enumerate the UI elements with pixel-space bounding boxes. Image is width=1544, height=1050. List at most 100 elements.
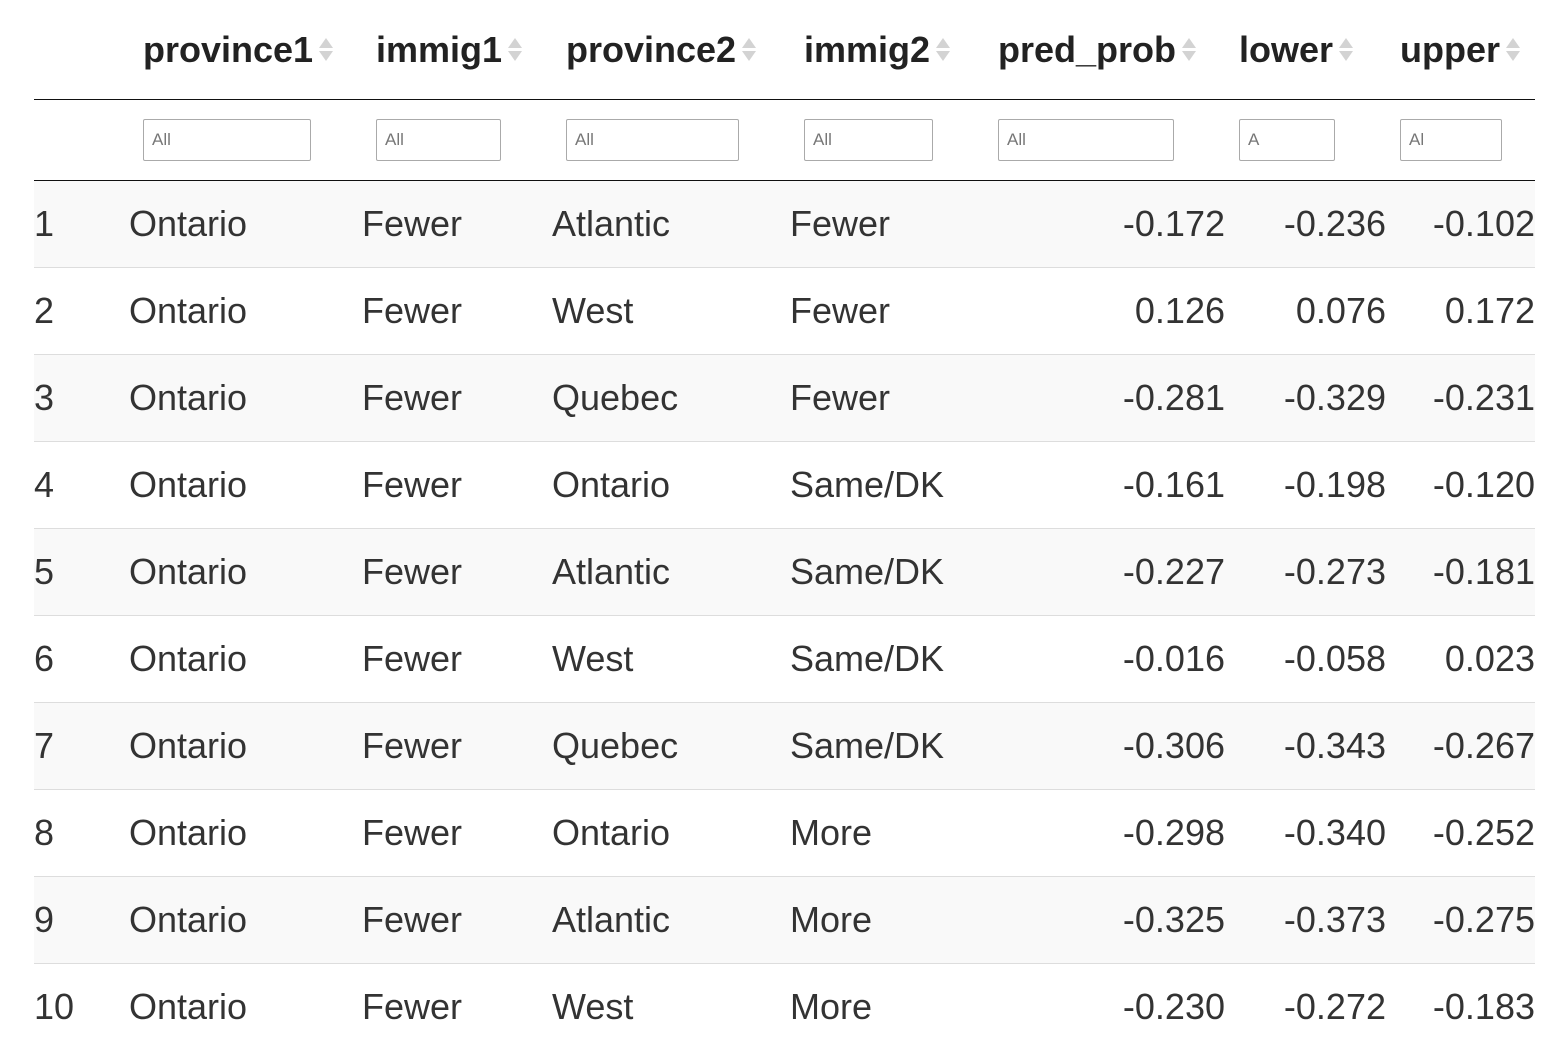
cell-lower: -0.373: [1225, 876, 1386, 964]
sort-icon[interactable]: [1182, 38, 1197, 61]
filter-cell-pred-prob: All: [984, 99, 1225, 181]
table-row[interactable]: 6 Ontario Fewer West Same/DK -0.016 -0.058 0.02…: [34, 615, 1535, 703]
cell-immig1: Fewer: [362, 354, 552, 442]
cell-immig2: Same/DK: [790, 702, 984, 790]
cell-immig2: Fewer: [790, 267, 984, 355]
cell-pred-prob: -0.016: [984, 615, 1225, 703]
sort-icon[interactable]: [1339, 38, 1354, 61]
filter-cell-upper: Al: [1386, 99, 1535, 181]
header-lower-label: lower: [1239, 28, 1334, 70]
cell-immig1: Fewer: [362, 180, 552, 268]
table-row[interactable]: 1 Ontario Fewer Atlantic Fewer -0.172 -0.236 -0…: [34, 180, 1535, 268]
filter-input-lower[interactable]: A: [1239, 119, 1335, 161]
cell-immig2: More: [790, 876, 984, 964]
cell-province1: Ontario: [129, 702, 362, 790]
header-province2[interactable]: province2: [552, 0, 790, 100]
header-index: [34, 0, 129, 100]
table-row[interactable]: 5 Ontario Fewer Atlantic Same/DK -0.227 -0.273…: [34, 528, 1535, 616]
table-header: province1 immig1 province2: [34, 0, 1535, 181]
filter-input-immig1[interactable]: All: [376, 119, 501, 161]
header-immig2[interactable]: immig2: [790, 0, 984, 100]
cell-index: 5: [34, 528, 129, 616]
cell-upper: -0.252: [1386, 789, 1535, 877]
cell-province2: Quebec: [552, 354, 790, 442]
cell-pred-prob: -0.230: [984, 963, 1225, 1050]
table-row[interactable]: 3 Ontario Fewer Quebec Fewer -0.281 -0.329 -0.2…: [34, 354, 1535, 442]
header-pred-prob[interactable]: pred_prob: [984, 0, 1225, 100]
filter-input-province2[interactable]: All: [566, 119, 739, 161]
cell-province2: Atlantic: [552, 876, 790, 964]
table-row[interactable]: 9 Ontario Fewer Atlantic More -0.325 -0.373 -0.…: [34, 876, 1535, 964]
filter-cell-lower: A: [1225, 99, 1386, 181]
cell-immig2: More: [790, 789, 984, 877]
cell-pred-prob: -0.227: [984, 528, 1225, 616]
filter-input-province1[interactable]: All: [143, 119, 311, 161]
filter-input-immig2[interactable]: All: [804, 119, 933, 161]
cell-immig2: Fewer: [790, 180, 984, 268]
sort-icon[interactable]: [1506, 38, 1521, 61]
cell-index: 2: [34, 267, 129, 355]
cell-index: 8: [34, 789, 129, 877]
data-table-container: province1 immig1 province2: [34, 0, 1535, 1050]
cell-immig1: Fewer: [362, 528, 552, 616]
sort-icon[interactable]: [742, 38, 757, 61]
filter-input-upper[interactable]: Al: [1400, 119, 1502, 161]
filter-cell-immig2: All: [790, 99, 984, 181]
header-row: province1 immig1 province2: [34, 0, 1535, 100]
cell-immig1: Fewer: [362, 441, 552, 529]
cell-index: 3: [34, 354, 129, 442]
cell-immig1: Fewer: [362, 615, 552, 703]
filter-cell-province2: All: [552, 99, 790, 181]
sort-icon[interactable]: [936, 38, 951, 61]
cell-upper: -0.267: [1386, 702, 1535, 790]
cell-index: 10: [34, 963, 129, 1050]
cell-lower: 0.076: [1225, 267, 1386, 355]
cell-index: 7: [34, 702, 129, 790]
cell-upper: -0.120: [1386, 441, 1535, 529]
cell-lower: -0.058: [1225, 615, 1386, 703]
header-immig2-label: immig2: [804, 28, 931, 70]
cell-province1: Ontario: [129, 267, 362, 355]
cell-upper: -0.181: [1386, 528, 1535, 616]
table-row[interactable]: 2 Ontario Fewer West Fewer 0.126 0.076 0.172: [34, 267, 1535, 355]
cell-province1: Ontario: [129, 528, 362, 616]
filter-input-pred-prob[interactable]: All: [998, 119, 1174, 161]
table-row[interactable]: 10 Ontario Fewer West More -0.230 -0.272 -0.183: [34, 963, 1535, 1050]
header-upper[interactable]: upper: [1386, 0, 1535, 100]
header-immig1-label: immig1: [376, 28, 503, 70]
cell-province2: Atlantic: [552, 180, 790, 268]
filter-cell-immig1: All: [362, 99, 552, 181]
data-table: province1 immig1 province2: [34, 0, 1535, 1050]
header-province1[interactable]: province1: [129, 0, 362, 100]
cell-province2: Quebec: [552, 702, 790, 790]
cell-upper: -0.231: [1386, 354, 1535, 442]
cell-province2: West: [552, 267, 790, 355]
filter-cell-index: [34, 99, 129, 181]
cell-upper: -0.102: [1386, 180, 1535, 268]
cell-pred-prob: 0.126: [984, 267, 1225, 355]
sort-icon[interactable]: [508, 38, 523, 61]
cell-pred-prob: -0.172: [984, 180, 1225, 268]
table-row[interactable]: 7 Ontario Fewer Quebec Same/DK -0.306 -0.343 -0…: [34, 702, 1535, 790]
cell-immig1: Fewer: [362, 876, 552, 964]
header-lower[interactable]: lower: [1225, 0, 1386, 100]
sort-icon[interactable]: [319, 38, 334, 61]
cell-province1: Ontario: [129, 963, 362, 1050]
cell-province1: Ontario: [129, 789, 362, 877]
cell-province1: Ontario: [129, 354, 362, 442]
header-province2-label: province2: [566, 28, 737, 70]
table-row[interactable]: 8 Ontario Fewer Ontario More -0.298 -0.340 -0.2…: [34, 789, 1535, 877]
cell-province2: Ontario: [552, 441, 790, 529]
table-row[interactable]: 4 Ontario Fewer Ontario Same/DK -0.161 -0.198-…: [34, 441, 1535, 529]
filter-cell-province1: All: [129, 99, 362, 181]
cell-province2: West: [552, 963, 790, 1050]
cell-immig1: Fewer: [362, 963, 552, 1050]
cell-immig1: Fewer: [362, 789, 552, 877]
cell-upper: 0.023: [1386, 615, 1535, 703]
cell-immig1: Fewer: [362, 267, 552, 355]
cell-immig2: Same/DK: [790, 528, 984, 616]
cell-immig2: More: [790, 963, 984, 1050]
cell-province1: Ontario: [129, 441, 362, 529]
header-immig1[interactable]: immig1: [362, 0, 552, 100]
cell-upper: 0.172: [1386, 267, 1535, 355]
